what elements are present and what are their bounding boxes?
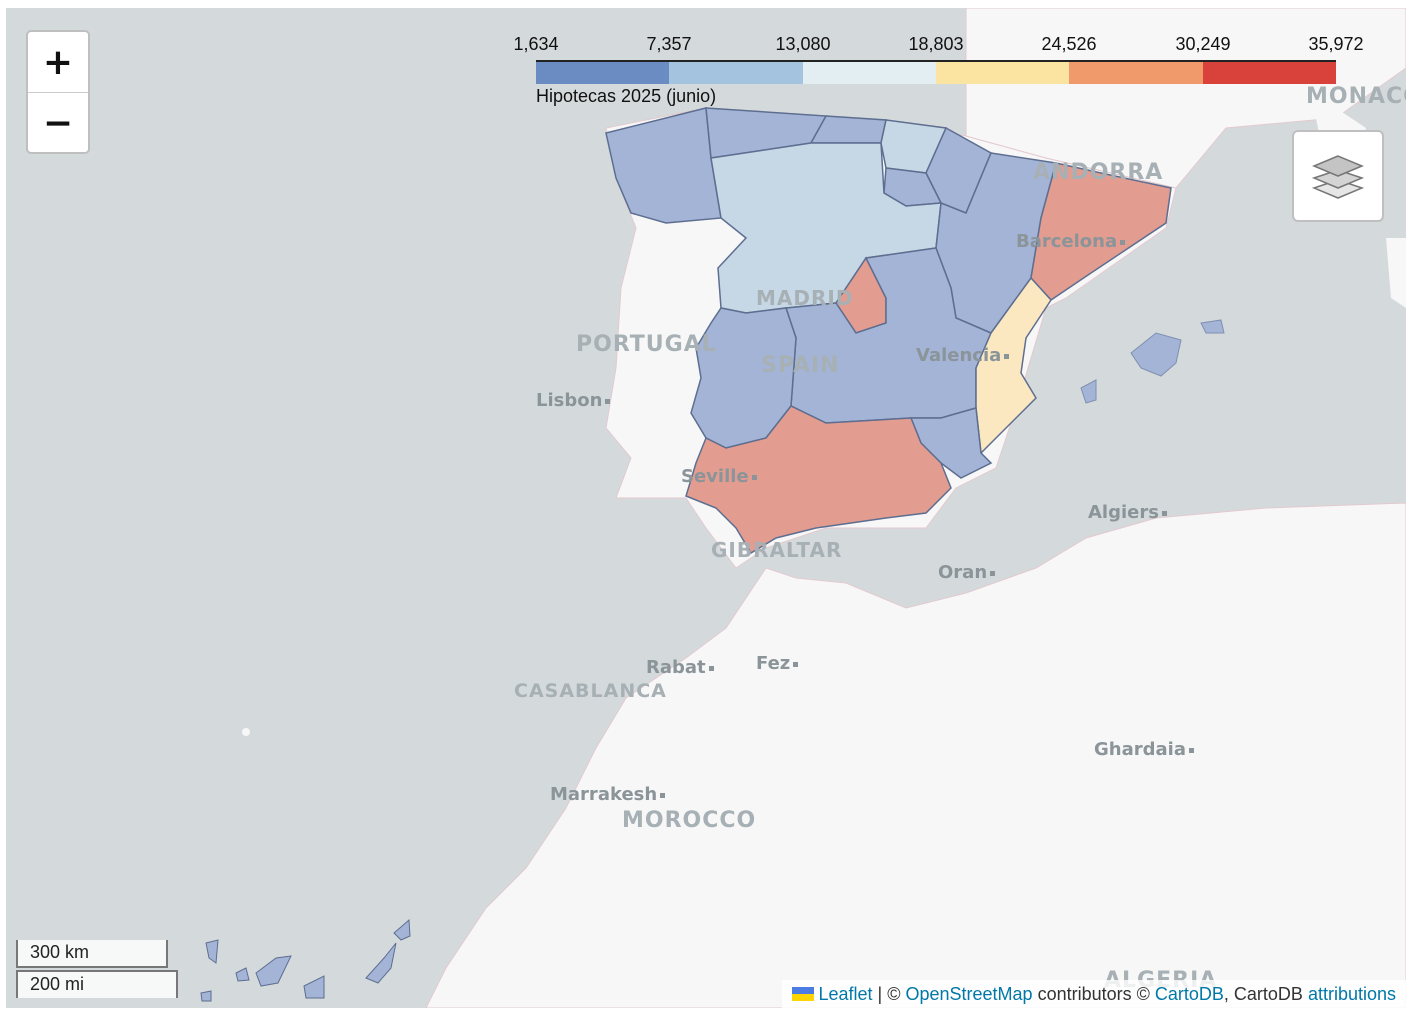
balearic-mallorca <box>1130 332 1182 377</box>
land-italy <box>1386 238 1406 308</box>
label-seville: Seville <box>681 466 757 487</box>
legend-tick: 13,080 <box>775 34 831 54</box>
zoom-control: + − <box>26 30 90 154</box>
zoom-in-button[interactable]: + <box>28 32 88 93</box>
canary-4 <box>303 975 325 999</box>
layers-control-button[interactable] <box>1292 130 1384 222</box>
legend-tick: 1,634 <box>513 34 559 54</box>
color-legend: 1,634 7,357 13,080 18,803 24,526 30,249 … <box>506 34 1366 114</box>
label-portugal: PORTUGAL <box>576 332 717 357</box>
label-valencia: Valencia <box>916 345 1010 366</box>
legend-swatch <box>935 62 1070 84</box>
layers-icon <box>1311 155 1365 199</box>
legend-swatch <box>669 62 803 84</box>
legend-swatch <box>1069 62 1203 84</box>
attribution-text: , CartoDB <box>1223 984 1308 1004</box>
legend-swatch <box>1202 62 1336 84</box>
island-madeira <box>242 728 250 736</box>
label-algiers: Algiers <box>1088 502 1167 523</box>
label-rabat: Rabat <box>646 657 714 678</box>
zoom-out-button[interactable]: − <box>42 102 74 144</box>
legend-color-bar <box>536 60 1336 84</box>
ukraine-flag-icon <box>792 987 815 1001</box>
balearic-ibiza <box>1080 379 1097 404</box>
balearic-menorca <box>1200 319 1225 334</box>
legend-tick: 18,803 <box>908 34 964 54</box>
scale-mi: 200 mi <box>16 970 178 998</box>
cartodb-link[interactable]: CartoDB <box>1154 984 1224 1004</box>
land-france <box>965 8 1406 189</box>
leaflet-link[interactable]: Leaflet <box>818 984 873 1004</box>
label-monaco: MONACO <box>1306 84 1406 109</box>
attribution-text: | © <box>872 984 906 1004</box>
canary-1 <box>205 939 219 964</box>
label-ghardaia: Ghardaia <box>1094 739 1194 760</box>
label-barcelona: Barcelona <box>1016 231 1126 252</box>
label-casablanca: CASABLANCA <box>514 680 667 702</box>
label-spain: SPAIN <box>761 353 840 378</box>
canary-7 <box>200 990 212 1002</box>
land-africa <box>425 502 1406 1008</box>
attribution: Leaflet | © OpenStreetMap contributors ©… <box>782 980 1406 1008</box>
legend-swatch <box>536 62 670 84</box>
canary-5 <box>365 942 397 984</box>
scale-control: 300 km 200 mi <box>16 940 178 998</box>
map-container[interactable]: MONACO ANDORRA MADRID PORTUGAL SPAIN GIB… <box>6 8 1406 1008</box>
legend-caption: Hipotecas 2025 (junio) <box>536 86 717 106</box>
legend-tick: 30,249 <box>1175 34 1231 54</box>
label-morocco: MOROCCO <box>622 808 757 833</box>
label-gibraltar: GIBRALTAR <box>711 538 843 562</box>
label-fez: Fez <box>756 653 799 674</box>
legend-tick: 7,357 <box>646 34 692 54</box>
osm-link[interactable]: OpenStreetMap <box>905 984 1033 1004</box>
scale-km: 300 km <box>16 940 168 968</box>
attributions-link[interactable]: attributions <box>1307 984 1396 1004</box>
region-valencia <box>975 276 1052 455</box>
region-catalonia <box>1030 162 1172 301</box>
legend-tick: 24,526 <box>1041 34 1097 54</box>
label-oran: Oran <box>938 562 996 583</box>
label-marrakesh: Marrakesh <box>550 784 666 805</box>
basemap <box>200 8 1406 1008</box>
legend-tick: 35,972 <box>1308 34 1364 54</box>
attribution-text: contributors © <box>1032 984 1155 1004</box>
label-madrid: MADRID <box>756 286 854 310</box>
region-andalusia <box>685 405 952 555</box>
legend-swatch <box>802 62 936 84</box>
canary-3 <box>255 955 292 987</box>
canary-6 <box>393 918 411 941</box>
label-lisbon: Lisbon <box>536 390 611 411</box>
label-andorra: ANDORRA <box>1033 160 1164 185</box>
canary-2 <box>235 967 250 982</box>
